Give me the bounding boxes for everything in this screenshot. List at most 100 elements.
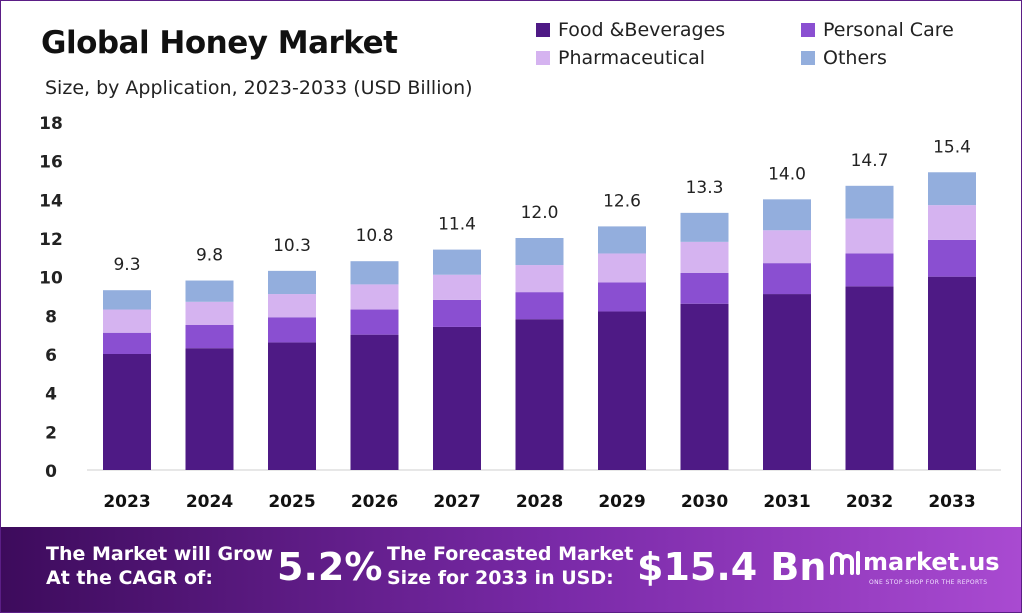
bar-segment-personal-care-2030 [680,272,729,304]
chart-subtitle: Size, by Application, 2023-2033 (USD Bil… [45,77,473,99]
bar-segment-others-2029 [598,226,646,254]
bar-segment-others-2030 [680,212,729,242]
bar-segment-pharmaceutical-2032 [845,218,894,254]
bar-segment-food-beverages-2033 [928,276,976,470]
bar-segment-food-beverages-2027 [433,326,481,470]
y-tick-label: 18 [39,114,63,134]
bar-segment-pharmaceutical-2029 [598,253,646,283]
brand-logo[interactable]: market.us ONE STOP SHOP FOR THE REPORTS [829,547,1000,586]
legend: Food &Beverages Personal Care Pharmaceut… [536,19,1006,79]
legend-swatch [801,23,815,37]
bar-segment-food-beverages-2032 [845,286,894,470]
bar-segment-others-2024 [185,280,234,302]
legend-swatch [801,51,815,65]
y-tick-label: 16 [39,153,63,173]
x-tick-label: 2027 [433,492,480,512]
total-value-label: 9.8 [196,246,223,266]
legend-label: Food &Beverages [558,19,726,41]
y-tick-label: 12 [39,230,63,250]
total-value-label: 12.0 [521,203,559,223]
legend-label: Pharmaceutical [558,47,706,69]
bar-segment-others-2027 [433,249,481,275]
forecast-value: $15.4 Bn [637,545,827,589]
total-value-label: 13.3 [686,178,724,198]
x-tick-label: 2032 [846,492,893,512]
bar-segment-personal-care-2026 [350,309,399,335]
market-us-logo-icon [830,551,860,575]
bar-segment-personal-care-2033 [928,239,976,277]
bar-segment-food-beverages-2025 [268,342,316,470]
x-tick-label: 2029 [598,492,645,512]
forecast-caption-line2: Size for 2033 in USD: [387,567,614,589]
bar-segment-personal-care-2025 [268,317,316,343]
y-tick-label: 10 [39,269,63,289]
y-tick-label: 2 [45,423,57,443]
x-tick-label: 2024 [186,492,233,512]
stacked-bar-chart: 0 2 4 6 8 10 12 14 16 18 9.3 2023 9.8 2024 10.3 2025 10.… [39,114,1001,512]
total-value-label: 14.0 [768,164,806,184]
bar-segment-pharmaceutical-2023 [103,309,151,333]
bar-segment-food-beverages-2024 [185,348,234,470]
bar-segment-food-beverages-2030 [680,303,729,470]
cagr-caption: The Market will Grow At the CAGR of: [46,542,273,590]
bar-segment-pharmaceutical-2028 [515,265,564,293]
bar-segment-pharmaceutical-2030 [680,241,729,273]
total-value-label: 12.6 [603,191,641,211]
bar-segment-pharmaceutical-2024 [185,301,234,325]
bar-segment-pharmaceutical-2026 [350,284,399,310]
forecast-caption: The Forecasted Market Size for 2033 in U… [387,542,633,590]
x-tick-label: 2031 [763,492,810,512]
bar-segment-others-2026 [350,261,399,285]
legend-item-personal-care: Personal Care [801,19,954,41]
y-tick-label: 6 [45,346,57,366]
y-tick-label: 4 [45,385,57,405]
y-tick-label: 14 [39,191,63,211]
bar-segment-personal-care-2024 [185,325,234,349]
x-tick-label: 2033 [928,492,975,512]
legend-label: Personal Care [823,19,954,41]
bar-segment-personal-care-2023 [103,332,151,354]
legend-swatch [536,51,550,65]
cagr-caption-line1: The Market will Grow [46,543,274,565]
cagr-caption-line2: At the CAGR of: [46,567,213,589]
bar-segment-personal-care-2027 [433,299,481,327]
legend-label: Others [823,47,887,69]
x-tick-label: 2026 [351,492,398,512]
bar-segment-food-beverages-2023 [103,354,151,470]
cagr-value: 5.2% [277,545,383,589]
bar-segment-pharmaceutical-2033 [928,205,976,240]
y-tick-label: 0 [45,462,57,482]
brand-name: market.us [863,548,1000,576]
legend-item-food-beverages: Food &Beverages [536,19,725,41]
total-value-label: 15.4 [933,137,971,157]
total-value-label: 10.8 [356,226,394,246]
summary-banner: The Market will Grow At the CAGR of: 5.2… [1,527,1021,612]
bar-segment-others-2032 [845,185,894,219]
total-value-label: 9.3 [113,255,140,275]
bar-segment-personal-care-2028 [515,292,564,320]
legend-item-others: Others [801,47,887,69]
y-tick-label: 8 [45,307,57,327]
bar-segment-food-beverages-2031 [763,294,811,470]
brand-tagline: ONE STOP SHOP FOR THE REPORTS [869,579,988,586]
bar-segment-others-2033 [928,172,976,206]
bar-segment-personal-care-2029 [598,282,646,312]
bar-segment-pharmaceutical-2027 [433,274,481,300]
bar-segment-food-beverages-2026 [350,334,399,470]
bar-segment-others-2028 [515,238,564,266]
total-value-label: 10.3 [273,236,311,256]
bar-segment-others-2023 [103,290,151,310]
chart-title: Global Honey Market [41,25,398,61]
x-tick-label: 2023 [103,492,150,512]
legend-item-pharmaceutical: Pharmaceutical [536,47,705,69]
bar-segment-others-2031 [763,199,811,231]
bar-segment-food-beverages-2028 [515,319,564,470]
bar-segment-pharmaceutical-2031 [763,230,811,264]
bar-segment-others-2025 [268,270,316,295]
bar-segment-pharmaceutical-2025 [268,294,316,318]
bar-segment-food-beverages-2029 [598,311,646,470]
x-tick-label: 2030 [681,492,728,512]
total-value-label: 14.7 [851,151,889,171]
x-tick-label: 2028 [516,492,563,512]
